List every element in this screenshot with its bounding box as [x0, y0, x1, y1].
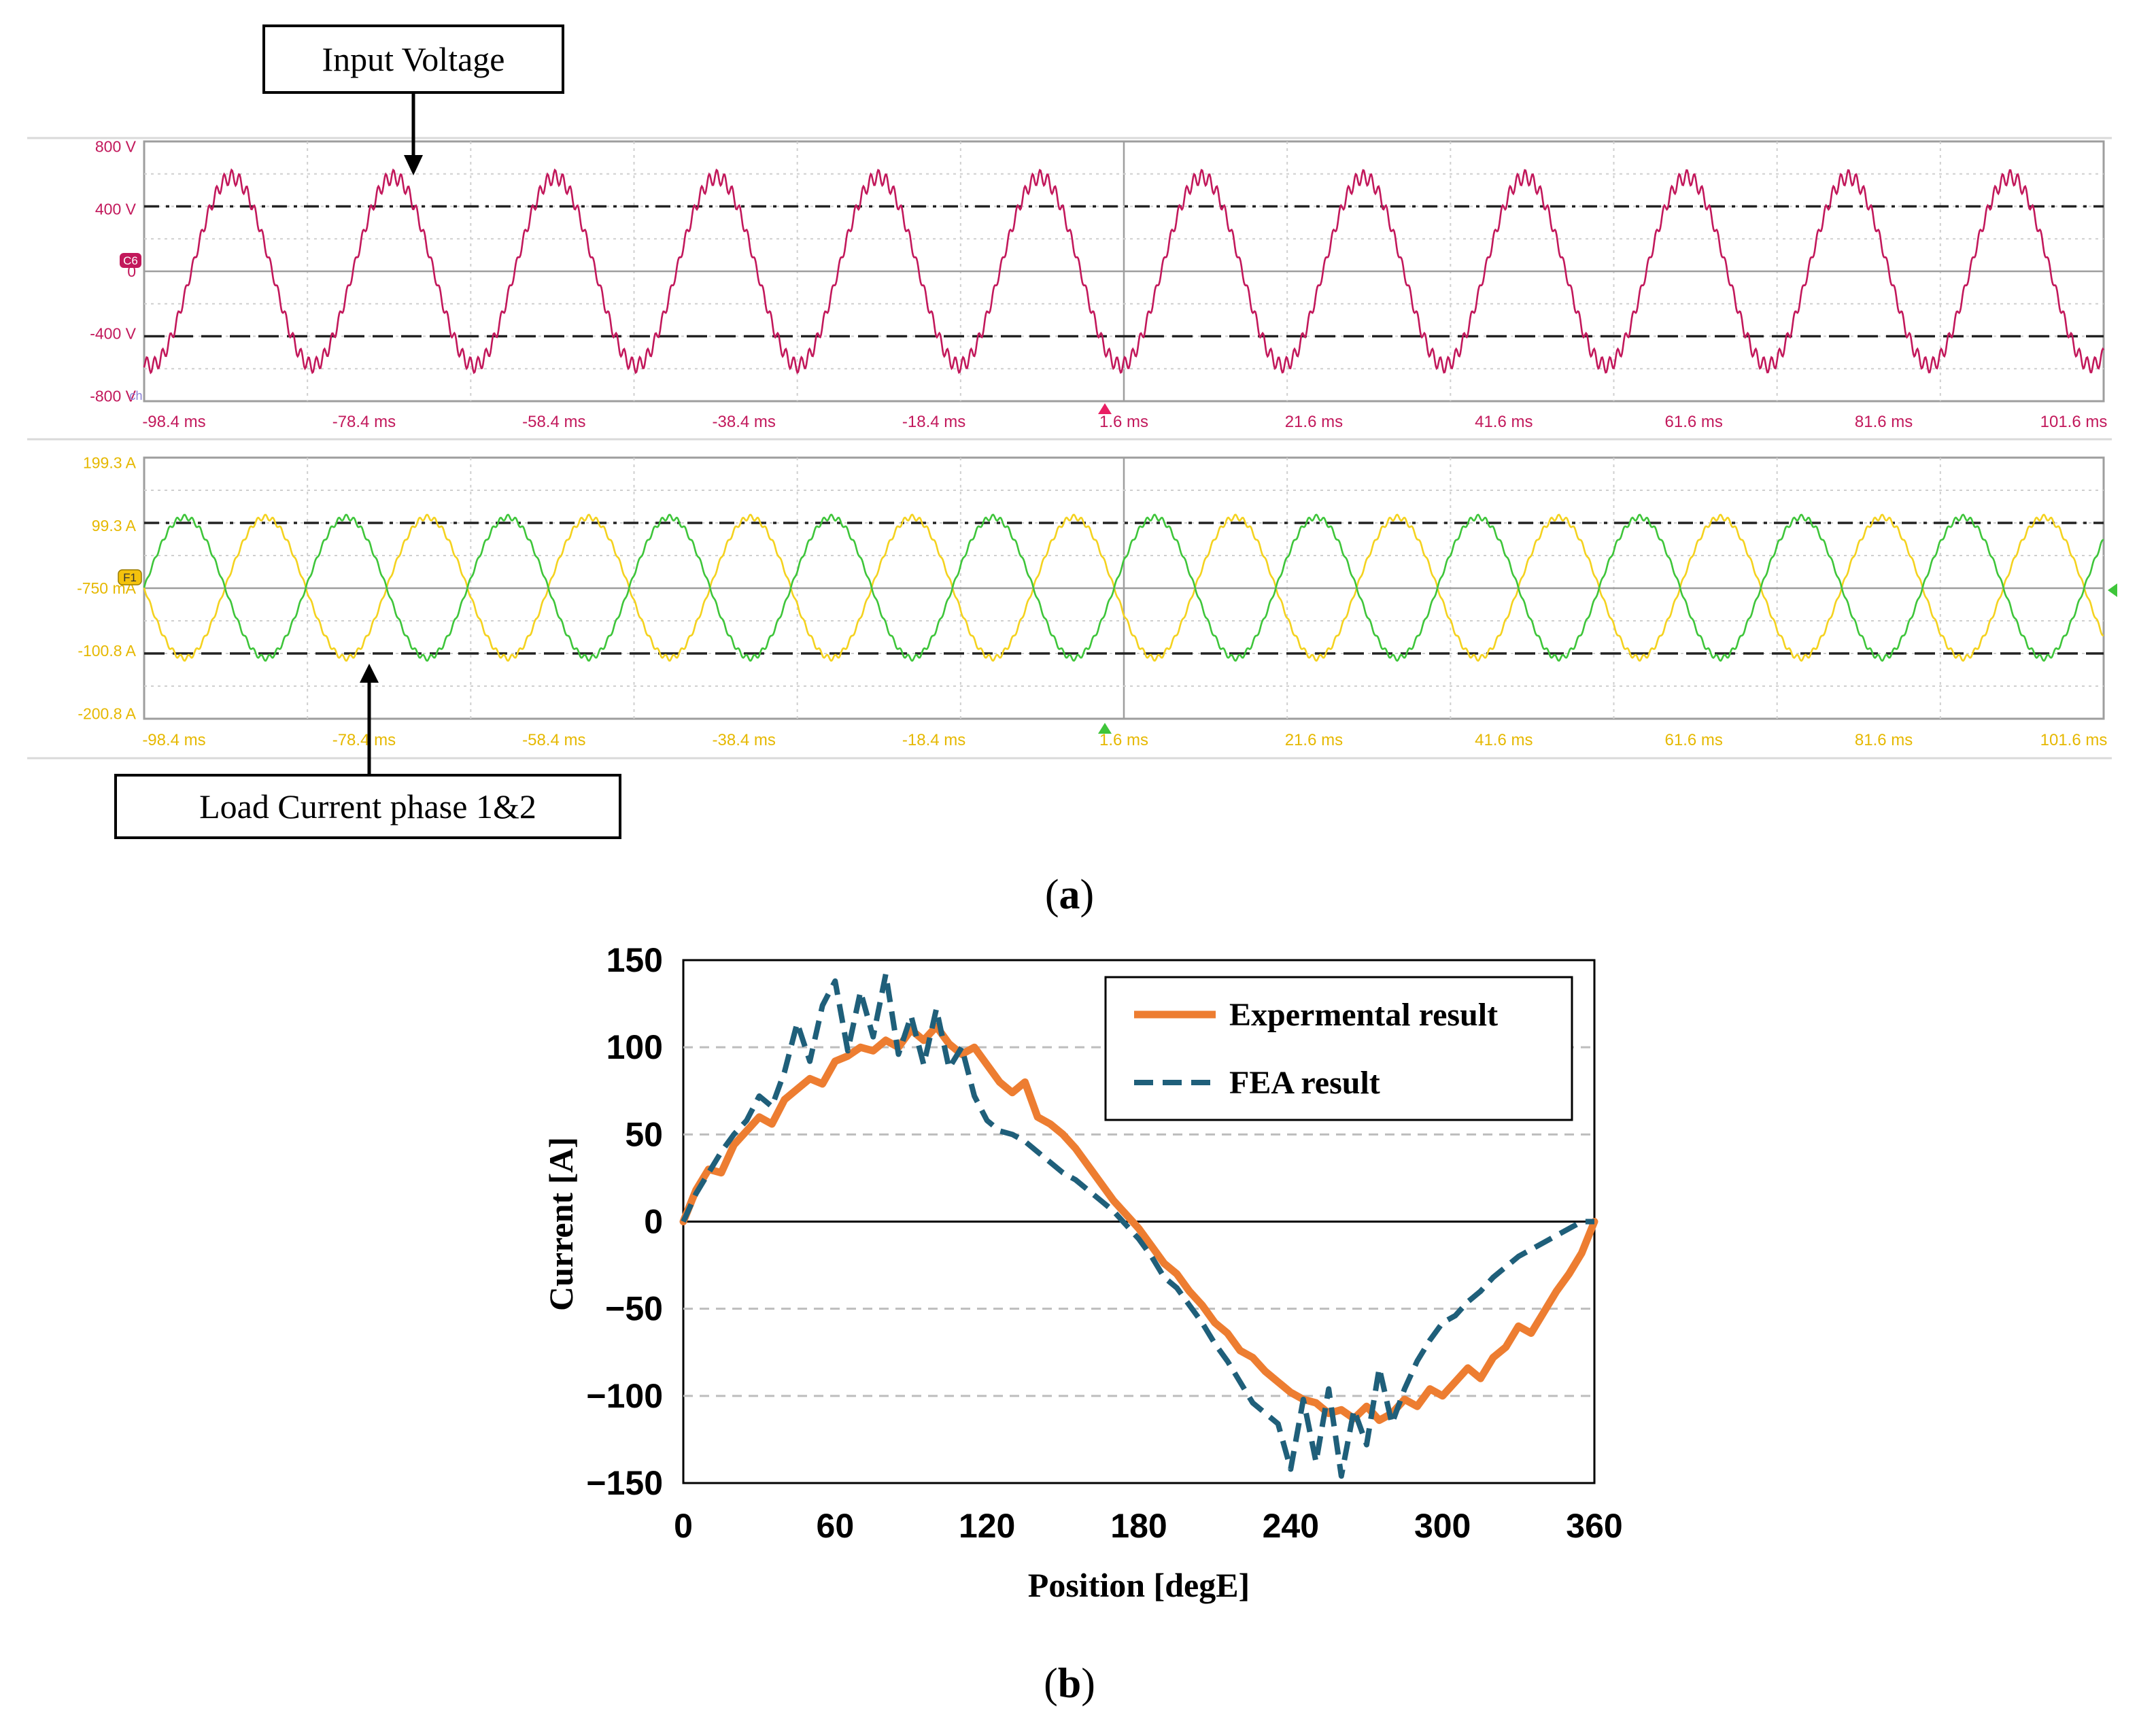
- voltage-x-ticks: -98.4 ms -78.4 ms -58.4 ms -38.4 ms -18.4 ms…: [142, 413, 2107, 431]
- y-tick-label: −150: [586, 1464, 663, 1502]
- legend-box: [1104, 976, 1573, 1121]
- x-tick-label: 101.6 ms: [2040, 731, 2108, 749]
- y-tick-label: -200.8 A: [78, 704, 136, 722]
- input-voltage-arrow-head: [404, 155, 423, 175]
- legend-label-experimental: Expermental result: [1229, 997, 1498, 1033]
- x-tick-label: 61.6 ms: [1665, 413, 1723, 431]
- x-tick-label: 120: [959, 1507, 1015, 1545]
- y-tick-label: 0: [644, 1203, 663, 1241]
- x-tick-label: 240: [1263, 1507, 1319, 1545]
- x-tick-label: -38.4 ms: [713, 413, 776, 431]
- current-level-marker: [2108, 583, 2117, 597]
- voltage-trigger-marker: [1098, 403, 1112, 414]
- x-tick-label: 300: [1414, 1507, 1471, 1545]
- panel-b-caption-letter: b: [1058, 1661, 1081, 1707]
- current-channel-marker: [118, 569, 142, 585]
- x-tick-label: 21.6 ms: [1285, 731, 1343, 749]
- load-current-arrow-head: [360, 664, 379, 683]
- x-tick-label: 1.6 ms: [1099, 413, 1148, 431]
- chart-b-y-axis-label: Current [A]: [542, 1137, 580, 1311]
- x-tick-label: 81.6 ms: [1855, 413, 1913, 431]
- current-channel-marker-label: F1: [123, 571, 137, 584]
- y-tick-label: 199.3 A: [83, 454, 137, 472]
- x-tick-label: 81.6 ms: [1855, 731, 1913, 749]
- x-tick-label: 41.6 ms: [1475, 413, 1533, 431]
- input-voltage-annotation: Input Voltage: [262, 24, 564, 175]
- x-tick-label: 180: [1110, 1507, 1167, 1545]
- x-tick-label: -58.4 ms: [522, 413, 585, 431]
- voltage-waveform: [143, 168, 2105, 375]
- x-tick-label: -98.4 ms: [142, 413, 205, 431]
- input-voltage-label: Input Voltage: [322, 40, 505, 78]
- x-tick-label: 41.6 ms: [1475, 731, 1533, 749]
- y-tick-label: −50: [605, 1290, 663, 1328]
- series-fea-line: [681, 971, 1594, 1479]
- panel-a-caption-letter: a: [1059, 872, 1080, 918]
- voltage-channel-icon: ch: [129, 389, 142, 403]
- chart-b-y-tick-labels: 150 100 50 0 −50 −100 −150: [586, 941, 663, 1502]
- load-current-label: Load Current phase 1&2: [199, 787, 536, 826]
- chart-b-x-axis-label: Position [degE]: [1028, 1566, 1250, 1604]
- y-tick-label: 400 V: [95, 200, 137, 218]
- x-tick-label: 21.6 ms: [1285, 413, 1343, 431]
- panel-b-caption: (b): [1044, 1661, 1095, 1707]
- x-tick-label: 101.6 ms: [2040, 413, 2108, 431]
- panel-a-caption: (a): [1045, 872, 1094, 918]
- input-voltage-label-box: [262, 24, 564, 94]
- voltage-channel-marker-label: C6: [123, 254, 138, 267]
- x-tick-label: 60: [817, 1507, 855, 1545]
- x-tick-label: 0: [674, 1507, 693, 1545]
- load-current-annotation: Load Current phase 1&2: [114, 664, 621, 839]
- y-tick-label: -400 V: [90, 325, 136, 343]
- x-tick-label: 360: [1566, 1507, 1622, 1545]
- y-tick-label: -800 V: [90, 387, 136, 405]
- chart-b-legend: Expermental result FEA result: [1104, 976, 1573, 1121]
- y-tick-label: 50: [625, 1115, 663, 1153]
- x-tick-label: -78.4 ms: [332, 731, 396, 749]
- x-tick-label: 1.6 ms: [1099, 731, 1148, 749]
- series-experimental-line: [679, 1022, 1598, 1425]
- y-tick-label: −100: [586, 1377, 663, 1415]
- current-y-ticks: 199.3 A99.3 A-750 mA-100.8 A-200.8 A: [77, 454, 137, 723]
- x-tick-label: -58.4 ms: [522, 731, 585, 749]
- current-x-ticks: -98.4 ms -78.4 ms -58.4 ms -38.4 ms -18.4 ms…: [142, 731, 2107, 749]
- x-tick-label: -98.4 ms: [142, 731, 205, 749]
- x-tick-label: -18.4 ms: [902, 731, 965, 749]
- x-tick-label: 61.6 ms: [1665, 731, 1723, 749]
- y-tick-label: 99.3 A: [92, 517, 137, 534]
- y-tick-label: -100.8 A: [78, 642, 136, 660]
- x-tick-label: -38.4 ms: [713, 731, 776, 749]
- current-reference-lines: [144, 522, 2104, 655]
- current-plot: 199.3 A99.3 A-750 mA-100.8 A-200.8 A -98…: [77, 454, 2117, 749]
- y-tick-label: 100: [606, 1028, 663, 1066]
- y-tick-label: 150: [606, 941, 663, 979]
- current-phase-1-waveform: [143, 513, 2104, 662]
- voltage-reference-lines: [144, 205, 2104, 338]
- x-tick-label: -78.4 ms: [332, 413, 396, 431]
- legend-label-fea: FEA result: [1229, 1065, 1380, 1101]
- y-tick-label: 800 V: [95, 138, 137, 156]
- current-trigger-marker: [1098, 723, 1112, 734]
- chart-b-x-tick-labels: 0 60 120 180 240 300 360: [674, 1507, 1623, 1545]
- current-phase-2-waveform: [143, 513, 2104, 662]
- voltage-channel-marker: [120, 253, 141, 268]
- x-tick-label: -18.4 ms: [902, 413, 965, 431]
- load-current-label-box: [114, 774, 621, 839]
